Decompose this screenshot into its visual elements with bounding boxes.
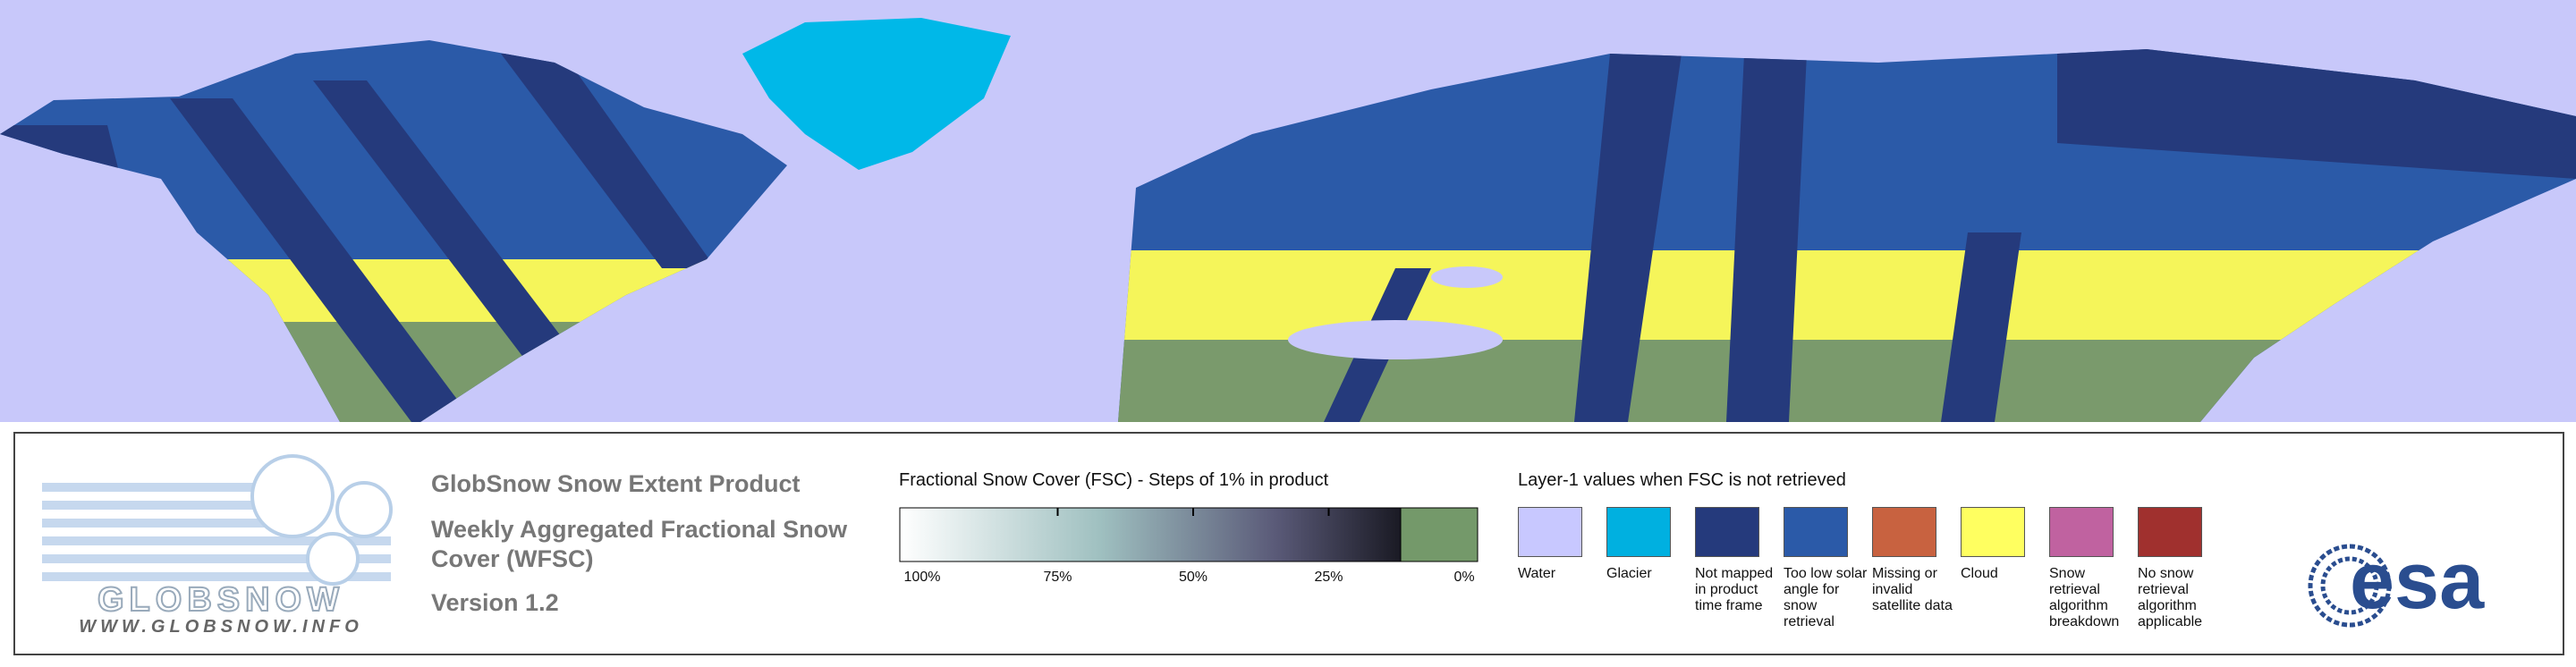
snow-map: [0, 0, 2576, 422]
fsc-title: Fractional Snow Cover (FSC) - Steps of 1…: [899, 470, 1329, 490]
black-sea: [1431, 266, 1503, 288]
tick-label: 100%: [903, 570, 941, 585]
swatch: [1961, 507, 2025, 557]
item-label: Glacier: [1606, 566, 1652, 581]
greenland: [742, 18, 1011, 170]
item-label: Water: [1518, 566, 1556, 581]
product-version: Version 1.2: [431, 589, 559, 616]
tick-label: 50%: [1178, 570, 1208, 585]
swatch: [1872, 507, 1936, 557]
swatch: [1695, 507, 1759, 557]
swatch: [1606, 507, 1671, 557]
tick-label: 25%: [1314, 570, 1343, 585]
product-subtitle: Weekly Aggregated Fractional Snow Cover …: [431, 516, 848, 572]
globsnow-logo: GLOBSNOW WWW.GLOBSNOW.INFO: [42, 454, 393, 635]
item-label: Cloud: [1961, 566, 1998, 581]
swatch: [1784, 507, 1848, 557]
tick-label: 75%: [1043, 570, 1072, 585]
swatch: [1518, 507, 1582, 557]
mediterranean: [1288, 320, 1503, 359]
tick-label: 0%: [1453, 570, 1475, 585]
esa-text: esa: [2350, 541, 2485, 626]
item-label: Snow retrieval algorithm breakdown: [2049, 566, 2120, 629]
swatch: [2138, 507, 2202, 557]
item-label: Missing or invalid satellite data: [1872, 566, 1953, 613]
item-label: No snow retrieval algorithm applicable: [2138, 566, 2203, 629]
layer1-title: Layer-1 values when FSC is not retrieved: [1518, 470, 1846, 490]
product-title: GlobSnow Snow Extent Product: [431, 470, 801, 497]
fsc-colorbar: [899, 507, 1479, 562]
item-label: Not mapped in product time frame: [1695, 566, 1774, 613]
item-label: Too low solar angle for snow retrieval: [1784, 566, 1868, 629]
esa-logo: esa: [2308, 541, 2485, 628]
logo-url: WWW.GLOBSNOW.INFO: [79, 617, 363, 635]
legend-panel: GLOBSNOW WWW.GLOBSNOW.INFO GlobSnow Snow…: [13, 432, 2564, 655]
swatch: [2049, 507, 2114, 557]
logo-name: GLOBSNOW: [97, 581, 344, 619]
fsc-legend: 100% 75% 50% 25% 0%: [899, 507, 1489, 605]
